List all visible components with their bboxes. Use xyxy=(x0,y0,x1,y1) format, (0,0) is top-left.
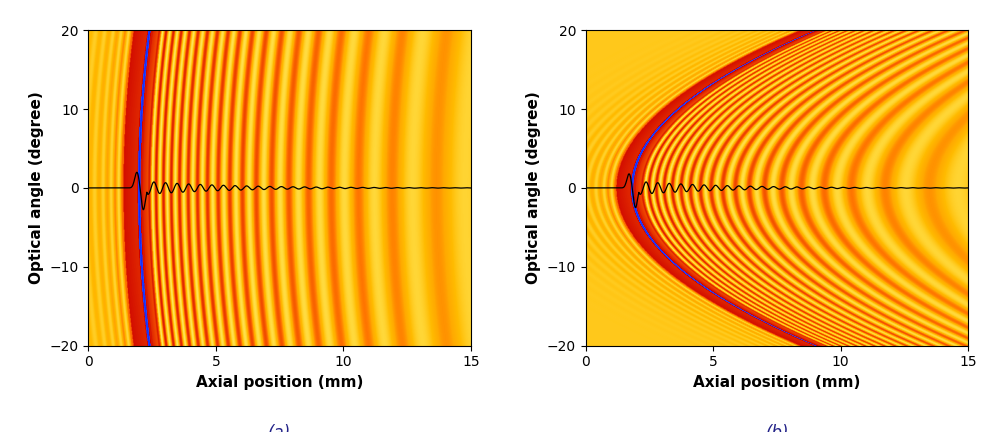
X-axis label: Axial position (mm): Axial position (mm) xyxy=(693,375,861,390)
Y-axis label: Optical angle (degree): Optical angle (degree) xyxy=(526,92,542,284)
Y-axis label: Optical angle (degree): Optical angle (degree) xyxy=(29,92,44,284)
Text: (b): (b) xyxy=(765,424,788,432)
X-axis label: Axial position (mm): Axial position (mm) xyxy=(196,375,364,390)
Text: (a): (a) xyxy=(268,424,291,432)
